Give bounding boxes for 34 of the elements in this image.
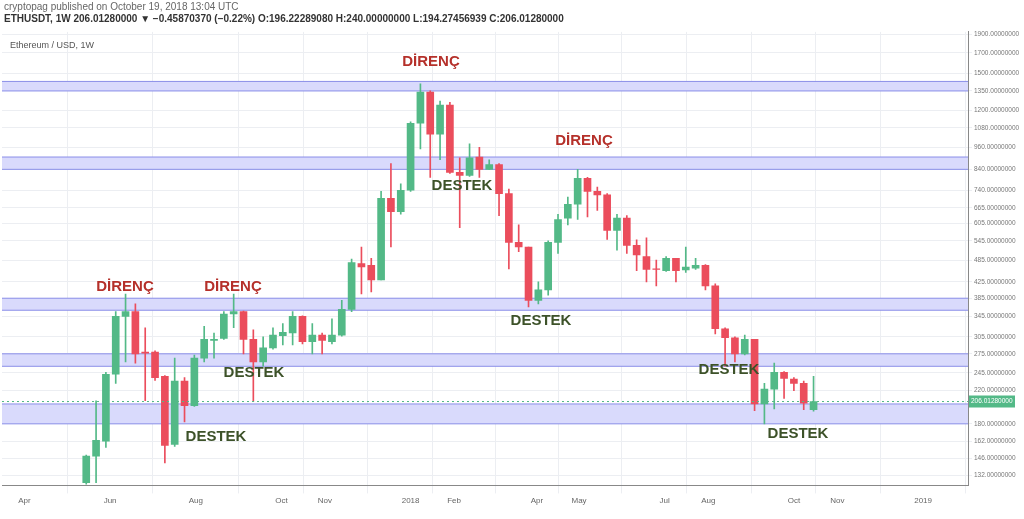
chart-subtitle: ETHUSDT, 1W 206.01280000 ▼ −0.45870370 (−0.22%) O:196.22289080 H:240.00000000 L:194.27456939 C:206.01280000 — [4, 13, 564, 25]
text: cryptopag published on October 19, 2018 13:04 UTC — [4, 1, 240, 13]
x-tick-label: Nov — [317, 496, 333, 506]
x-tick-label: Aug — [188, 496, 203, 506]
x-tick-label: Apr — [530, 496, 544, 506]
x-tick-label: Feb — [447, 496, 462, 506]
x-tick-label: 2019 — [914, 496, 933, 506]
x-tick-label: Oct — [275, 496, 289, 506]
x-tick-label: Oct — [787, 496, 801, 506]
annotation: DİRENÇ — [555, 131, 613, 149]
candlestick — [387, 163, 395, 248]
x-tick-label: Jun — [103, 496, 117, 506]
x-tick-label: Jul — [659, 496, 671, 506]
candlestick — [514, 224, 523, 253]
candlestick — [593, 186, 602, 211]
text: Ethereum / USD, 1W — [10, 40, 95, 51]
x-tick-label: May — [571, 496, 587, 506]
annotation: DİRENÇ — [204, 277, 262, 295]
candlestick — [652, 259, 661, 287]
annotation: DESTEK — [510, 311, 572, 329]
candlestick — [229, 293, 238, 329]
annotation: DİRENÇ — [96, 277, 154, 295]
candlestick — [210, 332, 218, 359]
x-tick-label: Apr — [18, 496, 32, 506]
x-tick-label: 2018 — [401, 496, 421, 506]
annotation: DESTEK — [767, 424, 829, 442]
annotation: DESTEK — [185, 427, 247, 445]
candlestick — [278, 323, 287, 346]
candlestick — [141, 327, 150, 402]
x-tick-label: Nov — [830, 496, 845, 506]
annotation: DİRENÇ — [402, 52, 460, 70]
x-tick-label: Aug — [701, 496, 716, 506]
candlestick — [780, 371, 788, 399]
candlestick — [308, 323, 317, 355]
